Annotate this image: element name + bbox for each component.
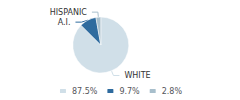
svg-text:A.I.: A.I. [58, 18, 71, 27]
svg-text:WHITE: WHITE [124, 71, 150, 80]
svg-text:9.7%: 9.7% [119, 87, 140, 96]
svg-text:87.5%: 87.5% [72, 87, 98, 96]
svg-text:HISPANIC: HISPANIC [50, 8, 88, 17]
svg-text:2.8%: 2.8% [162, 87, 183, 96]
